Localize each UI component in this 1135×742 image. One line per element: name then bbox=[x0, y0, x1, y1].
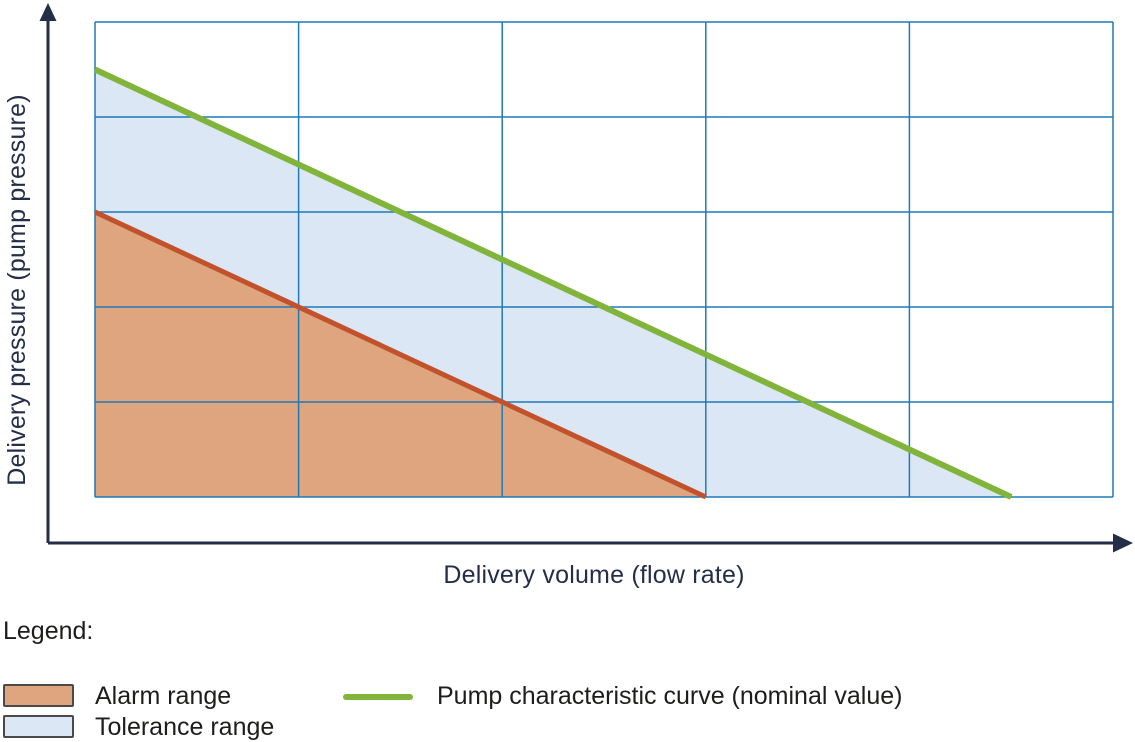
legend-label-nominal-curve: Pump characteristic curve (nominal value… bbox=[437, 682, 903, 710]
pump-curve-chart-svg bbox=[39, 3, 1133, 553]
legend-swatch-alarm-range bbox=[3, 684, 74, 707]
y-axis-arrowhead-icon bbox=[39, 3, 57, 21]
x-axis-arrowhead-icon bbox=[1113, 533, 1133, 553]
legend-swatch-tolerance-range bbox=[3, 715, 74, 738]
pump-characteristic-curve-nominal-value-line bbox=[93, 66, 1013, 500]
x-axis-title: Delivery volume (flow rate) bbox=[443, 561, 745, 589]
legend-line-nominal-curve bbox=[343, 694, 413, 700]
legend-label-tolerance-range: Tolerance range bbox=[95, 713, 275, 741]
y-axis-title: Delivery pressure (pump pressure) bbox=[3, 94, 31, 486]
legend-title: Legend: bbox=[3, 617, 94, 645]
plot-area bbox=[93, 21, 1114, 500]
alarm-range-boundary-line bbox=[93, 209, 707, 500]
legend-label-alarm-range: Alarm range bbox=[95, 682, 232, 710]
